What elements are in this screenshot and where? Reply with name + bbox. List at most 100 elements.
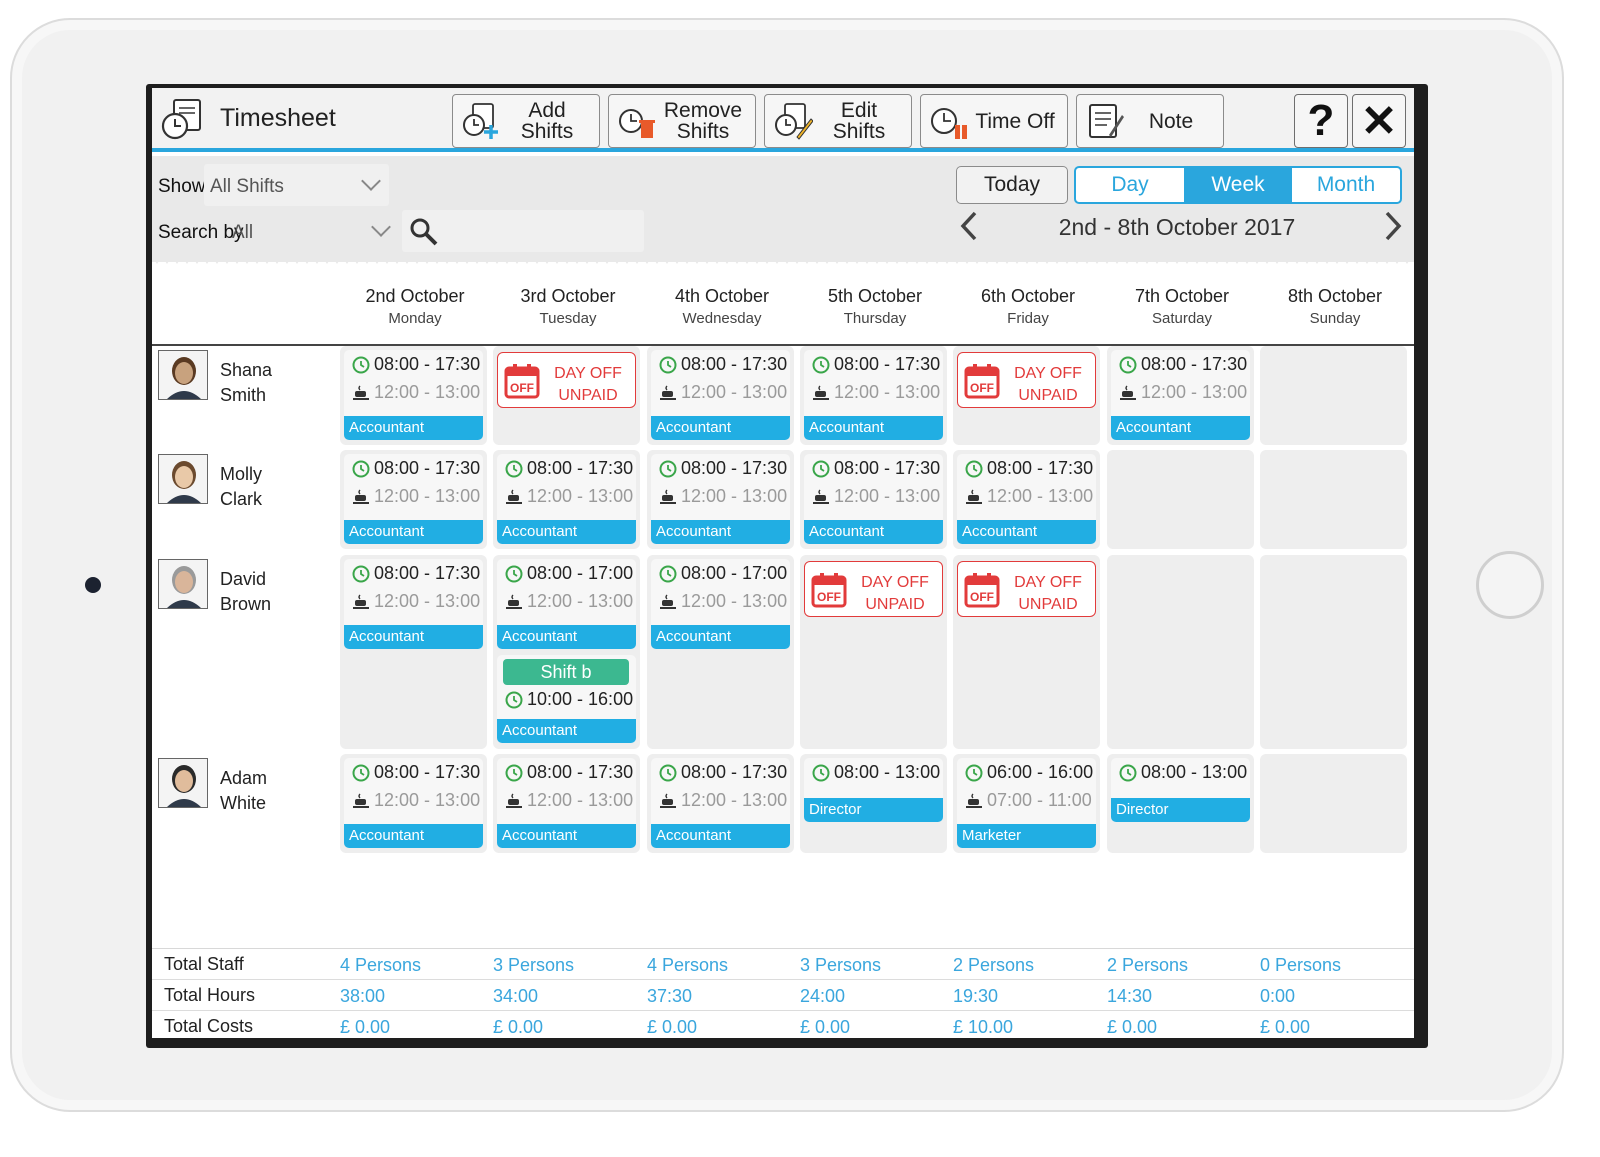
shift-card[interactable]: 08:00 - 13:00 Director	[1111, 758, 1250, 822]
shift-break-time: 12:00 - 13:00	[681, 382, 788, 402]
show-filter-select[interactable]: All Shifts	[204, 164, 389, 206]
time-off-button[interactable]: Time Off	[920, 94, 1068, 148]
clock-icon	[812, 764, 830, 782]
shift-card[interactable]: 08:00 - 17:30 12:00 - 13:00 Accountant	[344, 454, 483, 544]
shift-card[interactable]: 08:00 - 17:30 12:00 - 13:00 Accountant	[804, 350, 943, 440]
schedule-cell[interactable]	[1107, 450, 1254, 549]
view-mode-switch: Day Week Month	[1074, 166, 1402, 204]
shift-card[interactable]: 08:00 - 17:00 12:00 - 13:00 Accountant	[497, 559, 636, 649]
schedule-cell[interactable]: 08:00 - 13:00 Director	[1107, 754, 1254, 853]
schedule-cell[interactable]: 06:00 - 16:00 07:00 - 11:00 Marketer	[953, 754, 1100, 853]
schedule-cell[interactable]: 08:00 - 17:30 12:00 - 13:00 Accountant	[800, 450, 947, 549]
schedule-cell[interactable]: 08:00 - 17:30 12:00 - 13:00 Accountant	[647, 346, 794, 445]
schedule-cell[interactable]	[1260, 346, 1407, 445]
day-date: 8th October	[1287, 286, 1383, 306]
totals-row: Total Hours 38:00 34:00 37:30 24:00 19:30 14:3…	[152, 980, 1414, 1011]
view-month-tab[interactable]: Month	[1316, 173, 1376, 196]
clock-icon	[1119, 356, 1137, 374]
day-header: 3rd October Tuesday	[493, 286, 643, 327]
schedule-cell[interactable]: OFF DAY OFF UNPAID	[493, 346, 640, 445]
previous-week-button[interactable]	[958, 210, 982, 244]
clock-icon	[965, 764, 983, 782]
today-button[interactable]: Today	[956, 166, 1068, 204]
shift-break-time: 12:00 - 13:00	[527, 486, 634, 506]
shift-card[interactable]: 08:00 - 17:30 12:00 - 13:00 Accountant	[344, 350, 483, 440]
schedule-cell[interactable]: 08:00 - 17:30 12:00 - 13:00 Accountant	[493, 754, 640, 853]
shift-card[interactable]: 08:00 - 17:30 12:00 - 13:00 Accountant	[1111, 350, 1250, 440]
view-day-tab[interactable]: Day	[1111, 173, 1149, 196]
shift-card[interactable]: 08:00 - 17:30 12:00 - 13:00 Accountant	[804, 454, 943, 544]
coffee-cup-icon	[506, 489, 522, 504]
help-button[interactable]: ?	[1294, 94, 1348, 148]
day-off-card[interactable]: OFF DAY OFF UNPAID	[497, 352, 636, 408]
shift-card[interactable]: 08:00 - 17:30 12:00 - 13:00 Accountant	[957, 454, 1096, 544]
shift-card[interactable]: 08:00 - 17:30 12:00 - 13:00 Accountant	[651, 350, 790, 440]
home-button[interactable]	[1476, 551, 1544, 619]
employee-name: David Brown	[220, 569, 272, 614]
day-off-card[interactable]: OFF DAY OFF UNPAID	[804, 561, 943, 617]
edit-shifts-button[interactable]: Edit Shifts	[764, 94, 912, 148]
remove-shifts-button[interactable]: Remove Shifts	[608, 94, 756, 148]
clock-icon	[659, 565, 677, 583]
shift-role: Accountant	[497, 520, 636, 544]
shift-card[interactable]: 08:00 - 17:30 12:00 - 13:00 Accountant	[651, 758, 790, 848]
schedule-cell[interactable]: 08:00 - 17:30 12:00 - 13:00 Accountant	[1107, 346, 1254, 445]
add-shifts-button[interactable]: Add Shifts	[452, 94, 600, 148]
schedule-cell[interactable]: 08:00 - 17:30 12:00 - 13:00 Accountant	[800, 346, 947, 445]
schedule-cell[interactable]: OFF DAY OFF UNPAID	[953, 555, 1100, 749]
shift-role: Accountant	[344, 520, 483, 544]
shift-time: 08:00 - 17:30	[1141, 354, 1248, 374]
schedule-cell[interactable]: 08:00 - 13:00 Director	[800, 754, 947, 853]
shift-role: Director	[804, 798, 943, 822]
schedule-cell[interactable]: 08:00 - 17:30 12:00 - 13:00 Accountant	[647, 754, 794, 853]
day-off-card[interactable]: OFF DAY OFF UNPAID	[957, 352, 1096, 408]
coffee-cup-icon	[353, 489, 369, 504]
shift-card[interactable]: 08:00 - 13:00 Director	[804, 758, 943, 822]
shift-card[interactable]: 08:00 - 17:30 12:00 - 13:00 Accountant	[344, 758, 483, 848]
clock-icon	[352, 764, 370, 782]
chevron-down-icon[interactable]	[371, 217, 391, 237]
shift-card[interactable]: 08:00 - 17:30 12:00 - 13:00 Accountant	[344, 559, 483, 649]
search-input[interactable]	[402, 210, 644, 252]
timesheet-app: Timesheet Add Shifts Remove Shifts	[152, 88, 1414, 1038]
shift-card[interactable]: 08:00 - 17:00 12:00 - 13:00 Accountant	[651, 559, 790, 649]
chevron-left-icon	[960, 211, 977, 241]
totals-value: 2 Persons	[1107, 955, 1189, 975]
schedule-cell[interactable]: 08:00 - 17:30 12:00 - 13:00 Accountant	[340, 346, 487, 445]
schedule-cell[interactable]: 08:00 - 17:30 12:00 - 13:00 Accountant	[340, 754, 487, 853]
schedule-cell[interactable]: OFF DAY OFF UNPAID	[953, 346, 1100, 445]
totals-value: £ 0.00	[1260, 1017, 1311, 1037]
note-button[interactable]: Note	[1076, 94, 1224, 148]
close-button[interactable]: ✕	[1352, 94, 1406, 148]
view-week-tab[interactable]: Week	[1184, 168, 1292, 202]
day-off-card[interactable]: OFF DAY OFF UNPAID	[957, 561, 1096, 617]
schedule-cell[interactable]: 08:00 - 17:30 12:00 - 13:00 Accountant	[647, 450, 794, 549]
coffee-cup-icon	[660, 385, 676, 400]
schedule-cell[interactable]	[1260, 450, 1407, 549]
shift-card[interactable]: 06:00 - 16:00 07:00 - 11:00 Marketer	[957, 758, 1096, 848]
schedule-cell[interactable]: OFF DAY OFF UNPAID	[800, 555, 947, 749]
schedule-cell[interactable]	[1260, 754, 1407, 853]
schedule-cell[interactable]: 08:00 - 17:30 12:00 - 13:00 Accountant	[953, 450, 1100, 549]
totals-value: £ 0.00	[647, 1017, 698, 1037]
totals-value: £ 0.00	[493, 1017, 544, 1037]
schedule-cell[interactable]: 08:00 - 17:00 12:00 - 13:00 Accountant Shif…	[493, 555, 640, 749]
schedule-cell[interactable]	[1107, 555, 1254, 749]
schedule-cell[interactable]: 08:00 - 17:30 12:00 - 13:00 Accountant	[340, 450, 487, 549]
schedule-cell[interactable]: 08:00 - 17:30 12:00 - 13:00 Accountant	[493, 450, 640, 549]
shift-break-time: 12:00 - 13:00	[681, 591, 788, 611]
day-off-label: DAY OFF UNPAID	[1014, 365, 1082, 404]
shift-card[interactable]: 08:00 - 17:30 12:00 - 13:00 Accountant	[651, 454, 790, 544]
day-header: 4th October Wednesday	[647, 286, 797, 327]
schedule-cell[interactable]	[1260, 555, 1407, 749]
search-by-select[interactable]: All	[232, 222, 254, 243]
schedule-cell[interactable]: 08:00 - 17:30 12:00 - 13:00 Accountant	[340, 555, 487, 749]
shift-card[interactable]: 08:00 - 17:30 12:00 - 13:00 Accountant	[497, 758, 636, 848]
extra-shift-card[interactable]: Shift b 10:00 - 16:00 Accountant	[497, 655, 636, 743]
next-week-button[interactable]	[1382, 210, 1406, 244]
schedule-cell[interactable]: 08:00 - 17:00 12:00 - 13:00 Accountant	[647, 555, 794, 749]
totals-value: 34:00	[493, 986, 539, 1006]
shift-card[interactable]: 08:00 - 17:30 12:00 - 13:00 Accountant	[497, 454, 636, 544]
shift-break-time: 12:00 - 13:00	[374, 591, 481, 611]
day-weekday: Wednesday	[682, 310, 762, 327]
